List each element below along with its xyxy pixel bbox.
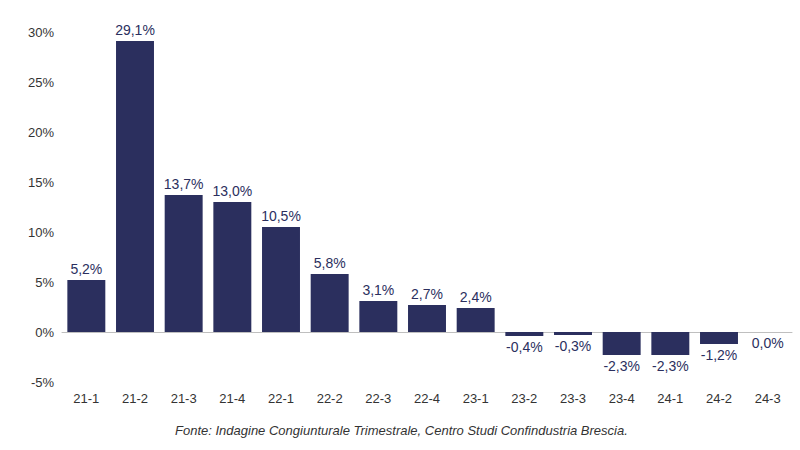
svg-text:23-4: 23-4 bbox=[609, 391, 635, 406]
svg-text:22-4: 22-4 bbox=[414, 391, 440, 406]
svg-text:21-4: 21-4 bbox=[219, 391, 245, 406]
svg-text:-2,3%: -2,3% bbox=[603, 358, 640, 374]
svg-text:24-3: 24-3 bbox=[755, 391, 781, 406]
svg-text:0%: 0% bbox=[35, 325, 54, 340]
svg-text:13,7%: 13,7% bbox=[164, 176, 204, 192]
svg-text:30%: 30% bbox=[28, 25, 54, 40]
svg-text:21-1: 21-1 bbox=[73, 391, 99, 406]
svg-text:20%: 20% bbox=[28, 125, 54, 140]
svg-text:22-2: 22-2 bbox=[317, 391, 343, 406]
svg-text:24-2: 24-2 bbox=[706, 391, 732, 406]
svg-text:10,5%: 10,5% bbox=[261, 208, 301, 224]
svg-text:-1,2%: -1,2% bbox=[701, 347, 738, 363]
svg-text:-5%: -5% bbox=[31, 375, 55, 390]
svg-text:0,0%: 0,0% bbox=[752, 335, 784, 351]
svg-text:-2,3%: -2,3% bbox=[652, 358, 689, 374]
svg-text:Fonte: Indagine Congiunturale: Fonte: Indagine Congiunturale Trimestral… bbox=[175, 423, 628, 438]
svg-text:13,0%: 13,0% bbox=[212, 183, 252, 199]
svg-text:-0,4%: -0,4% bbox=[506, 339, 543, 355]
svg-text:21-3: 21-3 bbox=[171, 391, 197, 406]
svg-text:21-2: 21-2 bbox=[122, 391, 148, 406]
svg-text:23-1: 23-1 bbox=[463, 391, 489, 406]
svg-text:3,1%: 3,1% bbox=[362, 282, 394, 298]
svg-text:2,4%: 2,4% bbox=[460, 289, 492, 305]
svg-text:2,7%: 2,7% bbox=[411, 286, 443, 302]
svg-text:25%: 25% bbox=[28, 75, 54, 90]
svg-text:22-3: 22-3 bbox=[365, 391, 391, 406]
svg-text:23-2: 23-2 bbox=[511, 391, 537, 406]
svg-text:5,8%: 5,8% bbox=[314, 255, 346, 271]
svg-text:5%: 5% bbox=[35, 275, 54, 290]
svg-text:15%: 15% bbox=[28, 175, 54, 190]
svg-text:22-1: 22-1 bbox=[268, 391, 294, 406]
svg-text:5,2%: 5,2% bbox=[70, 261, 102, 277]
svg-text:24-1: 24-1 bbox=[657, 391, 683, 406]
svg-text:10%: 10% bbox=[28, 225, 54, 240]
svg-text:29,1%: 29,1% bbox=[115, 22, 155, 38]
svg-text:23-3: 23-3 bbox=[560, 391, 586, 406]
svg-text:-0,3%: -0,3% bbox=[555, 338, 592, 354]
